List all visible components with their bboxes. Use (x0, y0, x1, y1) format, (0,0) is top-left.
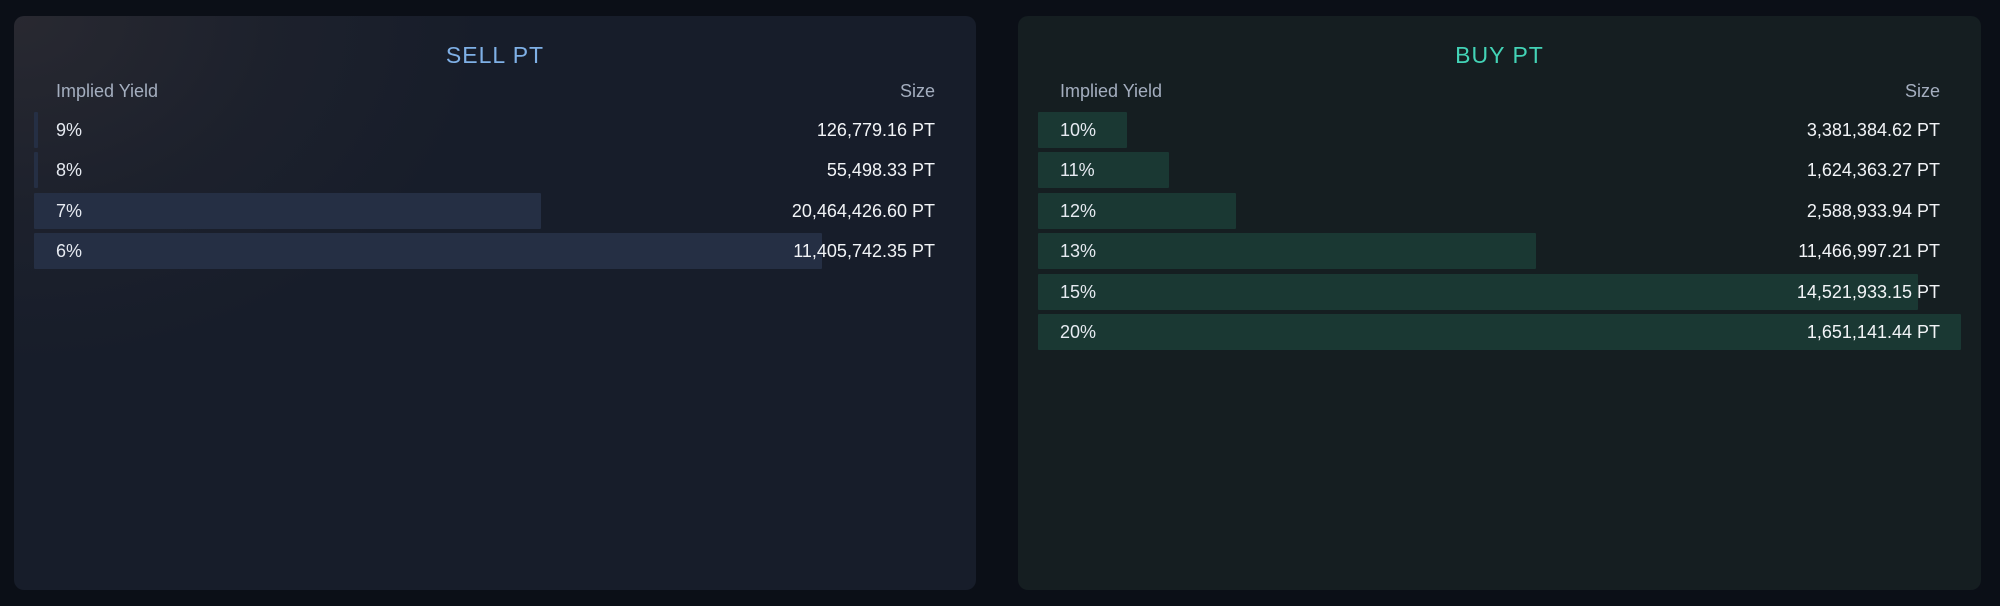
buy-row-size: 1,651,141.44 PT (1806, 321, 1940, 342)
buy-row-yield: 10% (1060, 120, 1097, 140)
buy-depth-bar (1038, 112, 1127, 148)
sell-row-yield: 9% (56, 120, 83, 140)
buy-depth-bar (1038, 233, 1537, 270)
buy-depth-bar (1038, 152, 1170, 189)
sell-pt-panel: SELL PT Implied Yield Size 9% 126,779.16 … (14, 16, 976, 590)
sell-row-yield: 6% (56, 241, 83, 262)
buy-depth-bar (1038, 273, 1918, 310)
buy-implied-yield-header: Implied Yield (1060, 81, 1163, 101)
sell-row-size: 20,464,426.60 PT (791, 200, 935, 221)
buy-row-yield: 11% (1060, 160, 1095, 181)
buy-order-row[interactable]: 12% 2,588,933.94 PT (1038, 192, 1961, 229)
buy-row-yield: 13% (1060, 241, 1097, 262)
sell-depth-bar (34, 192, 542, 229)
sell-order-row[interactable]: 8% 55,498.33 PT (34, 152, 956, 189)
buy-row-size: 3,381,384.62 PT (1806, 120, 1940, 140)
sell-order-row[interactable]: 7% 20,464,426.60 PT (34, 192, 956, 229)
sell-row-yield: 7% (56, 200, 83, 221)
buy-row-yield: 15% (1060, 281, 1097, 302)
buy-order-row[interactable]: 10% 3,381,384.62 PT (1038, 112, 1961, 148)
buy-row-yield: 20% (1060, 321, 1097, 342)
sell-order-row[interactable]: 9% 126,779.16 PT (34, 112, 956, 148)
buy-order-row[interactable]: 13% 11,466,997.21 PT (1038, 233, 1961, 270)
sell-size-header: Size (899, 81, 935, 101)
sell-row-size: 55,498.33 PT (826, 160, 935, 181)
sell-row-size: 126,779.16 PT (816, 120, 935, 140)
buy-row-size: 14,521,933.15 PT (1796, 281, 1940, 302)
sell-order-row[interactable]: 6% 11,405,742.35 PT (34, 233, 956, 270)
sell-order-list: 9% 126,779.16 PT 8% 55,498.33 PT 7% 20,464,42… (34, 112, 956, 274)
sell-depth-bar (34, 233, 823, 270)
sell-depth-bar (34, 152, 38, 189)
buy-depth-bar (1038, 192, 1236, 229)
buy-row-size: 1,624,363.27 PT (1806, 160, 1940, 181)
buy-depth-bar (1038, 313, 1961, 350)
buy-order-list: 10% 3,381,384.62 PT 11% 1,624,363.27 PT 12% 2… (1038, 112, 1961, 354)
sell-pt-title: SELL PT (445, 42, 545, 68)
sell-depth-bar (34, 112, 38, 148)
buy-pt-panel: BUY PT Implied Yield Size 10% 3,381,384.6… (1018, 16, 1981, 590)
buy-order-row[interactable]: 15% 14,521,933.15 PT (1038, 273, 1961, 310)
buy-row-yield: 12% (1060, 200, 1097, 221)
buy-pt-title: BUY PT (1455, 42, 1544, 68)
sell-implied-yield-header: Implied Yield (56, 81, 159, 101)
sell-row-yield: 8% (56, 160, 83, 181)
buy-row-size: 11,466,997.21 PT (1798, 241, 1940, 262)
buy-row-size: 2,588,933.94 PT (1806, 200, 1940, 221)
buy-order-row[interactable]: 20% 1,651,141.44 PT (1038, 313, 1961, 350)
sell-row-size: 11,405,742.35 PT (793, 241, 935, 262)
buy-order-row[interactable]: 11% 1,624,363.27 PT (1038, 152, 1961, 189)
buy-size-header: Size (1904, 81, 1940, 101)
